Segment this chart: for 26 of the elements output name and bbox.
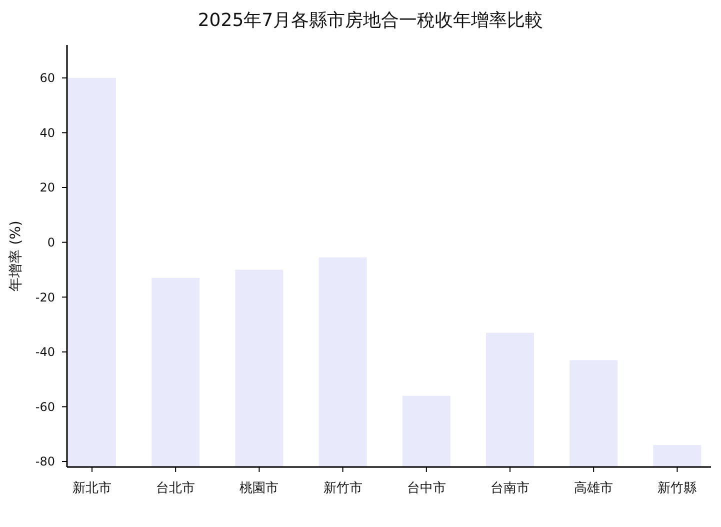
chart-title: 2025年7月各縣市房地合一稅收年增率比較 xyxy=(198,10,544,31)
y-tick-label: 60 xyxy=(40,71,55,86)
y-tick-label: 0 xyxy=(47,236,55,250)
bar xyxy=(235,270,284,467)
bar xyxy=(402,396,450,467)
x-tick-label: 新竹市 xyxy=(323,481,362,496)
y-tick-label: -20 xyxy=(35,290,55,304)
x-tick-label: 台北市 xyxy=(156,481,196,496)
bar xyxy=(318,257,367,467)
x-tick-label: 高雄市 xyxy=(574,480,614,496)
bar xyxy=(653,445,702,467)
bar xyxy=(68,78,116,467)
y-axis-title: 年增率 (%) xyxy=(8,220,24,292)
y-tick-label: -40 xyxy=(35,345,55,360)
bar xyxy=(486,332,534,467)
x-tick-label: 桃園市 xyxy=(240,481,279,496)
y-tick-label: 20 xyxy=(40,180,55,195)
x-tick-label: 新竹縣 xyxy=(658,481,697,496)
x-tick-label: 台中市 xyxy=(406,481,446,496)
y-tick-label: -80 xyxy=(35,454,55,469)
bar xyxy=(570,360,618,467)
x-tick-label: 台南市 xyxy=(490,481,530,496)
y-tick-label: 40 xyxy=(40,126,55,140)
x-tick-label: 新北市 xyxy=(72,481,112,496)
bar xyxy=(152,278,200,467)
y-tick-label: -60 xyxy=(35,400,55,414)
